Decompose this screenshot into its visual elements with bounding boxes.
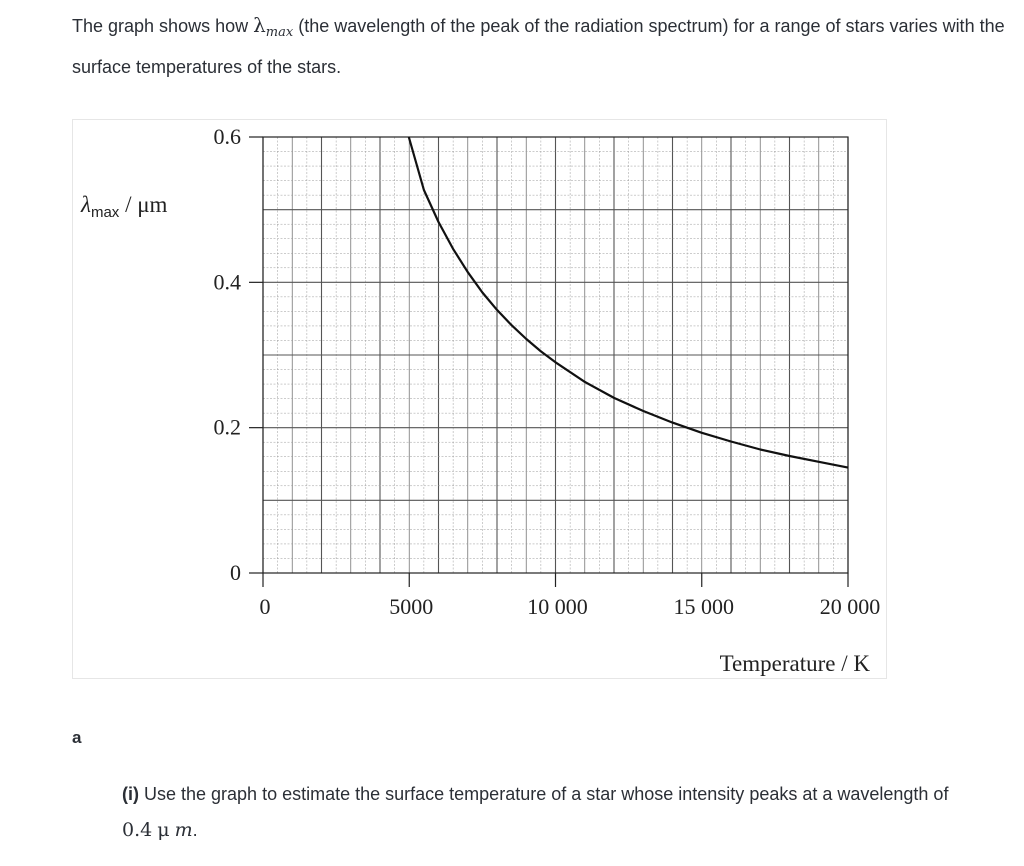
part-label: a	[72, 728, 82, 747]
graph-figure: 0 0.2 0.4 0.6 0 5000 10 000 15 000 20 000 λmax / …	[72, 119, 887, 679]
x-axis-label: Temperature / K	[720, 651, 871, 676]
chart-svg: 0 0.2 0.4 0.6 0 5000 10 000 15 000 20 000 λmax / …	[80, 124, 880, 676]
chart-series	[407, 136, 849, 469]
chart-grid	[262, 136, 849, 574]
x-tick-label: 0	[260, 594, 271, 619]
y-tick-label: 0.6	[214, 124, 242, 149]
y-tick-label: 0.2	[214, 415, 242, 440]
y-axis-label: λmax / μm	[80, 192, 168, 221]
x-tick-label: 15 000	[674, 594, 735, 619]
unit-m: m	[174, 819, 193, 841]
data-curve	[407, 136, 849, 469]
y-tick-label: 0	[230, 560, 241, 585]
x-tick-label: 20 000	[820, 594, 881, 619]
sub-question-label: (i)	[122, 784, 139, 804]
wavelength-value: 0.4	[122, 819, 153, 841]
chart-labels: 0 0.2 0.4 0.6 0 5000 10 000 15 000 20 000 λmax / …	[80, 124, 880, 676]
lambda-symbol: λ	[253, 13, 266, 37]
x-tick-label: 5000	[389, 594, 433, 619]
x-tick-label: 10 000	[527, 594, 588, 619]
y-tick-label: 0.4	[214, 269, 242, 294]
chart-axes	[249, 136, 849, 587]
lambda-subscript: max	[265, 25, 294, 40]
unit-mu: μ	[157, 819, 170, 841]
question-intro: The graph shows how λmax (the wavelength…	[72, 13, 1005, 77]
sub-question: (i) Use the graph to estimate the surfac…	[122, 784, 949, 841]
